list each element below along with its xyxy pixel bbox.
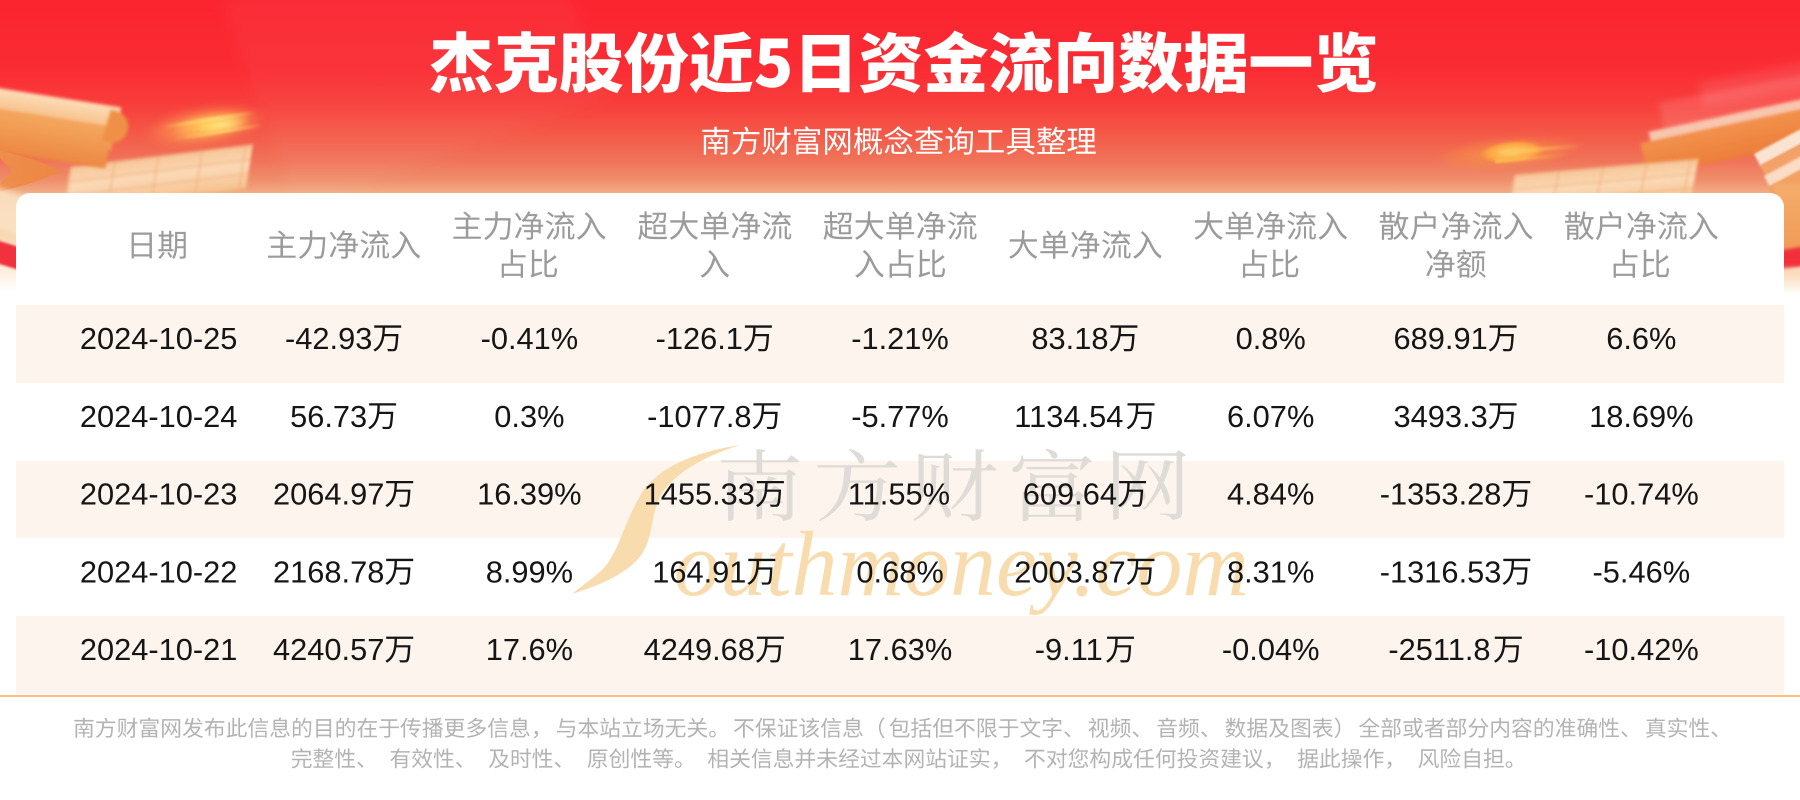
svg-text:-1.21%: -1.21% xyxy=(851,321,949,356)
svg-text:-5.77%: -5.77% xyxy=(851,399,949,434)
svg-text:16.39%: 16.39% xyxy=(477,477,581,512)
svg-text:2024-10-22: 2024-10-22 xyxy=(80,554,238,589)
svg-text:1134.54: 1134.54 xyxy=(1014,399,1123,434)
svg-text:4249.68: 4249.68 xyxy=(644,632,755,667)
svg-text:-10.42%: -10.42% xyxy=(1584,632,1699,667)
svg-text:-2511.8: -2511.8 xyxy=(1388,632,1490,667)
svg-text:-10.74%: -10.74% xyxy=(1584,477,1699,512)
svg-text:-9.11: -9.11 xyxy=(1035,632,1103,667)
svg-text:4.84%: 4.84% xyxy=(1227,477,1314,512)
svg-text:17.63%: 17.63% xyxy=(848,632,952,667)
svg-text:2003.87: 2003.87 xyxy=(1014,554,1125,589)
svg-text:164.91: 164.91 xyxy=(652,554,746,589)
svg-text:-126.1: -126.1 xyxy=(656,321,743,356)
svg-text:17.6%: 17.6% xyxy=(486,632,573,667)
svg-text:83.18: 83.18 xyxy=(1031,321,1108,356)
svg-text:-1077.8: -1077.8 xyxy=(647,399,751,434)
svg-text:-1353.28: -1353.28 xyxy=(1380,477,1502,512)
svg-text:18.69%: 18.69% xyxy=(1589,399,1693,434)
svg-text:6.07%: 6.07% xyxy=(1227,399,1314,434)
svg-text:0.68%: 0.68% xyxy=(856,554,943,589)
svg-text:6.6%: 6.6% xyxy=(1606,321,1676,356)
svg-text:-42.93: -42.93 xyxy=(285,321,372,356)
svg-text:2024-10-25: 2024-10-25 xyxy=(80,321,238,356)
svg-text:2024-10-24: 2024-10-24 xyxy=(80,399,238,434)
svg-text:8.31%: 8.31% xyxy=(1227,554,1314,589)
svg-text:8.99%: 8.99% xyxy=(486,554,573,589)
svg-text:4240.57: 4240.57 xyxy=(273,632,384,667)
svg-text:2024-10-23: 2024-10-23 xyxy=(80,477,238,512)
svg-text:11.55%: 11.55% xyxy=(848,477,950,512)
svg-text:-0.41%: -0.41% xyxy=(481,321,579,356)
svg-text:2024-10-21: 2024-10-21 xyxy=(80,632,238,667)
svg-text:-1316.53: -1316.53 xyxy=(1380,554,1502,589)
svg-text:1455.33: 1455.33 xyxy=(644,477,755,512)
svg-text:-5.46%: -5.46% xyxy=(1593,554,1691,589)
svg-text:-0.04%: -0.04% xyxy=(1222,632,1320,667)
svg-text:3493.3: 3493.3 xyxy=(1394,399,1488,434)
svg-text:609.64: 609.64 xyxy=(1023,477,1117,512)
svg-text:56.73: 56.73 xyxy=(290,399,367,434)
svg-text:2064.97: 2064.97 xyxy=(273,477,384,512)
svg-text:outhmoney.com: outhmoney.com xyxy=(674,513,1249,615)
svg-text:0.8%: 0.8% xyxy=(1236,321,1306,356)
svg-text:689.91: 689.91 xyxy=(1394,321,1488,356)
svg-text:2168.78: 2168.78 xyxy=(273,554,384,589)
svg-text:0.3%: 0.3% xyxy=(494,399,564,434)
